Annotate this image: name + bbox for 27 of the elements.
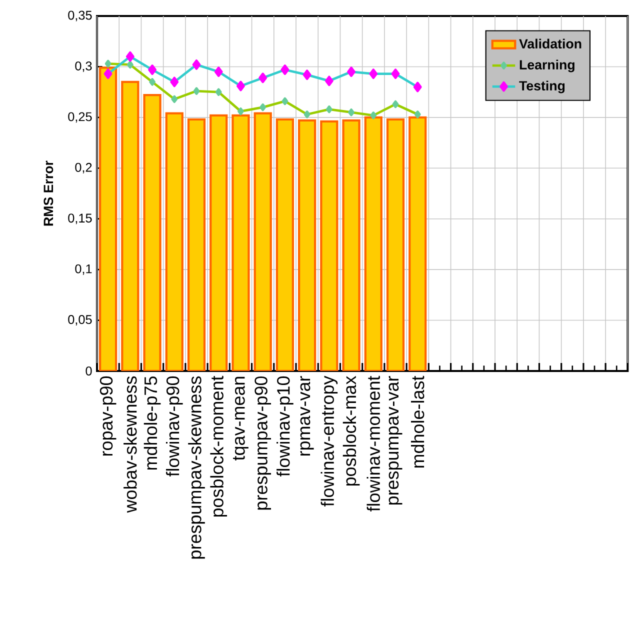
x-tick-label: mdhole-last xyxy=(411,376,424,468)
x-tick-label: flowinav-entropy xyxy=(320,376,338,507)
x-tick-label: prespumpav-var xyxy=(388,376,402,505)
y-tick-label: 0,3 xyxy=(75,61,92,72)
x-tick-label: tqav-mean xyxy=(233,376,248,460)
x-tick-label: rpmav-var xyxy=(300,376,314,456)
x-tick-label: prespumpav-skewness xyxy=(188,376,205,559)
x-tick-label: wobav-skewness xyxy=(124,376,137,513)
legend-label: Testing xyxy=(519,80,565,94)
y-tick-label: 0,35 xyxy=(68,10,92,22)
x-tick-label: flowinav-moment xyxy=(366,376,380,512)
x-tick-label: flowinav-p90 xyxy=(166,376,183,477)
x-tick-label: prespumpav-p90 xyxy=(254,376,271,510)
y-tick-label: 0,25 xyxy=(68,112,92,123)
y-axis-title: RMS Error xyxy=(44,160,54,226)
x-tick-label: flowinav-p10 xyxy=(276,376,294,477)
x-tick-label: posblock-moment xyxy=(210,376,228,517)
y-tick-label: 0,15 xyxy=(68,214,92,224)
x-tick-label: posblock-max xyxy=(342,376,360,486)
y-tick-label: 0,2 xyxy=(75,162,92,174)
x-tick-label: mdhole-p75 xyxy=(144,376,161,470)
x-tick-label: ropav-p90 xyxy=(100,376,116,456)
y-tick-label: 0 xyxy=(86,366,92,376)
y-tick-label: 0,05 xyxy=(68,315,92,326)
legend-label: Validation xyxy=(519,38,582,49)
y-tick-label: 0,1 xyxy=(75,264,92,275)
legend-label: Learning xyxy=(520,60,574,72)
